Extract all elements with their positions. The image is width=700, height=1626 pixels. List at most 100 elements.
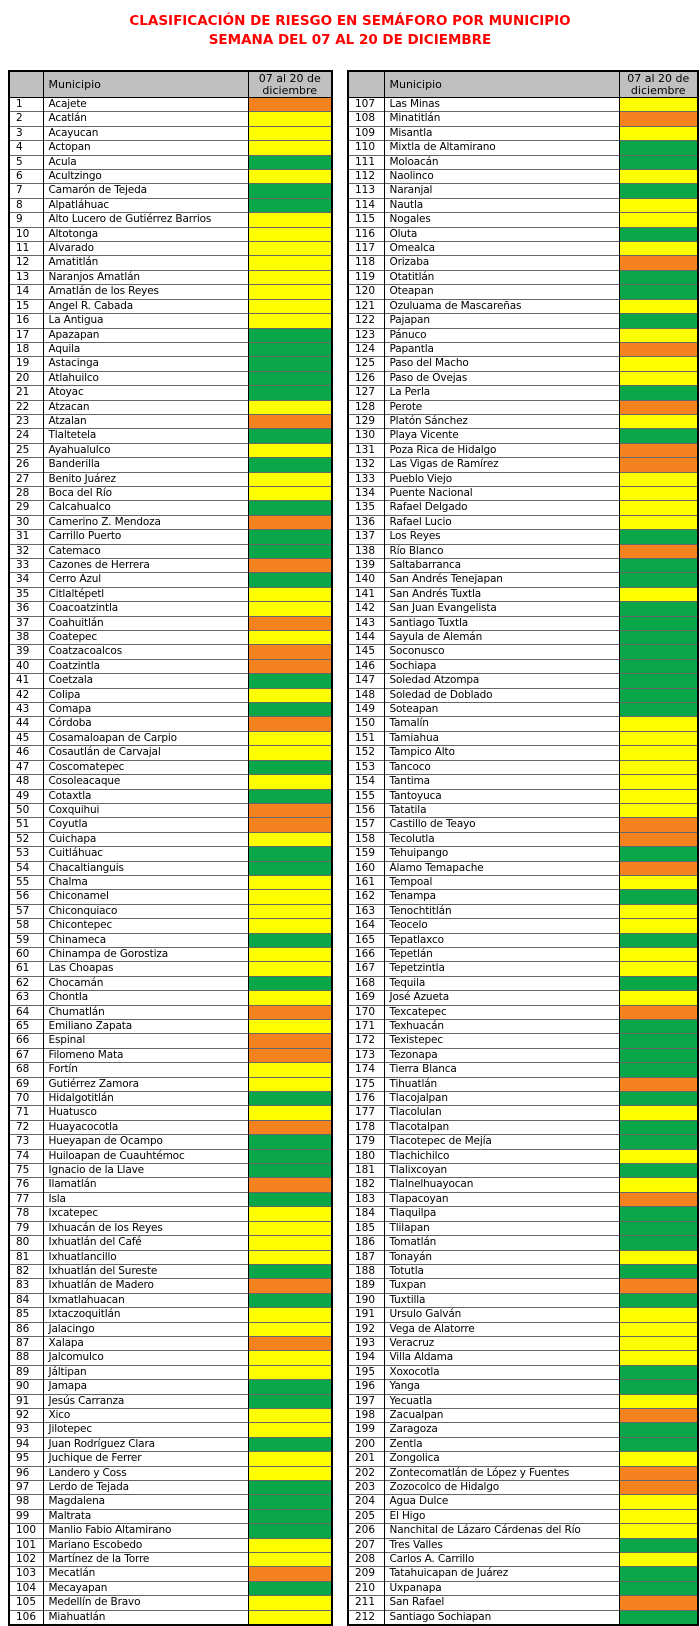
row-number: 196	[347, 1379, 384, 1395]
status-cell	[618, 1595, 698, 1611]
status-cell	[247, 1379, 332, 1395]
row-number: 66	[8, 1033, 43, 1049]
municipality-name: Tomatlán	[383, 1235, 619, 1250]
row-number: 138	[347, 543, 384, 559]
status-cell	[247, 630, 332, 645]
row-number: 126	[347, 370, 384, 386]
row-number: 100	[8, 1523, 43, 1539]
municipality-name: La Antigua	[42, 313, 248, 328]
status-cell	[618, 197, 698, 213]
row-number: 119	[347, 269, 384, 285]
status-cell	[247, 327, 332, 343]
municipality-name: Mecayapan	[42, 1580, 248, 1596]
row-number: 211	[347, 1595, 384, 1611]
table-row: 88 Jalcomulco	[8, 1350, 332, 1366]
row-number: 62	[8, 975, 43, 991]
municipality-name: Tlacolulan	[383, 1105, 619, 1121]
table-row: 192 Vega de Alatorre	[347, 1321, 698, 1337]
municipality-name: Zentla	[383, 1436, 619, 1452]
row-number: 82	[8, 1263, 43, 1279]
row-number: 35	[8, 586, 43, 602]
status-cell	[618, 1364, 698, 1380]
row-number: 39	[8, 644, 43, 660]
row-number: 19	[8, 356, 43, 372]
row-number: 14	[8, 284, 43, 300]
table-row: 23 Atzalan	[8, 413, 332, 429]
row-number: 131	[347, 442, 384, 458]
table-row: 164 Teocelo	[347, 918, 698, 934]
municipality-name: Tempoal	[383, 874, 619, 890]
status-cell	[618, 1004, 698, 1020]
row-number: 93	[8, 1422, 43, 1438]
municipality-name: Xalapa	[42, 1335, 248, 1351]
row-number: 205	[347, 1508, 384, 1524]
municipality-name: Aquila	[42, 341, 248, 357]
table-row: 195 Xoxocotla	[347, 1364, 698, 1380]
status-cell	[618, 1263, 698, 1279]
row-number: 160	[347, 860, 384, 876]
status-cell	[618, 1163, 698, 1178]
municipality-name: Tampico Alto	[383, 745, 619, 761]
status-cell	[247, 111, 332, 127]
table-row: 158 Tecolutla	[347, 831, 698, 847]
municipality-name: Filomeno Mata	[42, 1047, 248, 1063]
municipality-name: Santiago Sochiapan	[383, 1609, 619, 1626]
row-number: 145	[347, 644, 384, 660]
municipality-name: Paso de Ovejas	[383, 370, 619, 386]
status-cell	[618, 442, 698, 458]
status-cell	[247, 1134, 332, 1150]
row-number: 9	[8, 212, 43, 228]
table-row: 162 Tenampa	[347, 889, 698, 905]
status-cell	[618, 1508, 698, 1524]
page-title-line1: CLASIFICACIÓN DE RIESGO EN SEMÁFORO POR …	[129, 13, 571, 29]
table-row: 58 Chicontepec	[8, 918, 332, 934]
municipality-name: Tepatlaxco	[383, 932, 619, 948]
status-cell	[247, 687, 332, 703]
status-cell	[247, 673, 332, 689]
municipality-name: Coatzacoalcos	[42, 644, 248, 660]
status-cell	[247, 1163, 332, 1178]
table-row: 82 Ixhuatlán del Sureste	[8, 1263, 332, 1279]
table-row: 31 Carrillo Puerto	[8, 529, 332, 545]
municipality-name: Jalcomulco	[42, 1350, 248, 1366]
status-cell	[247, 759, 332, 775]
table-row: 105 Medellín de Bravo	[8, 1595, 332, 1611]
tables-container: Municipio 07 al 20 de diciembre 1 Acajet…	[8, 70, 699, 1626]
table-row: 110 Mixtla de Altamirano	[347, 140, 698, 156]
table-row: 61 Las Choapas	[8, 961, 332, 977]
row-number: 13	[8, 269, 43, 285]
table-row: 183 Tlapacoyan	[347, 1191, 698, 1207]
table-row: 152 Tampico Alto	[347, 745, 698, 761]
table-row: 33 Cazones de Herrera	[8, 557, 332, 573]
table-row: 13 Naranjos Amatlán	[8, 269, 332, 285]
row-number: 33	[8, 557, 43, 573]
row-number: 101	[8, 1537, 43, 1553]
table-row: 186 Tomatlán	[347, 1235, 698, 1250]
row-number: 190	[347, 1292, 384, 1308]
table-row: 147 Soledad Atzompa	[347, 673, 698, 689]
table-row: 113 Naranjal	[347, 183, 698, 199]
period-column-header: 07 al 20 de diciembre	[618, 70, 699, 98]
municipality-name: Naranjos Amatlán	[42, 269, 248, 285]
number-column-header	[8, 70, 44, 98]
table-row: 132 Las Vigas de Ramírez	[347, 457, 698, 473]
status-cell	[618, 169, 698, 184]
municipality-name: Amatlán de los Reyes	[42, 284, 248, 300]
row-number: 184	[347, 1206, 384, 1222]
status-cell	[247, 1508, 332, 1524]
table-row: 98 Magdalena	[8, 1494, 332, 1510]
table-row: 44 Córdoba	[8, 716, 332, 732]
status-cell	[618, 1134, 698, 1150]
status-cell	[618, 745, 698, 761]
table-row: 197 Yecuatla	[347, 1393, 698, 1409]
status-cell	[618, 313, 698, 328]
row-number: 1	[8, 96, 43, 112]
table-row: 212 Santiago Sochiapan	[347, 1609, 698, 1626]
row-number: 191	[347, 1307, 384, 1323]
status-cell	[618, 1407, 698, 1423]
table-row: 6 Acultzingo	[8, 169, 332, 184]
municipality-name: Chalma	[42, 874, 248, 890]
status-cell	[247, 1523, 332, 1539]
status-cell	[618, 298, 698, 314]
table-row: 184 Tlaquilpa	[347, 1206, 698, 1222]
